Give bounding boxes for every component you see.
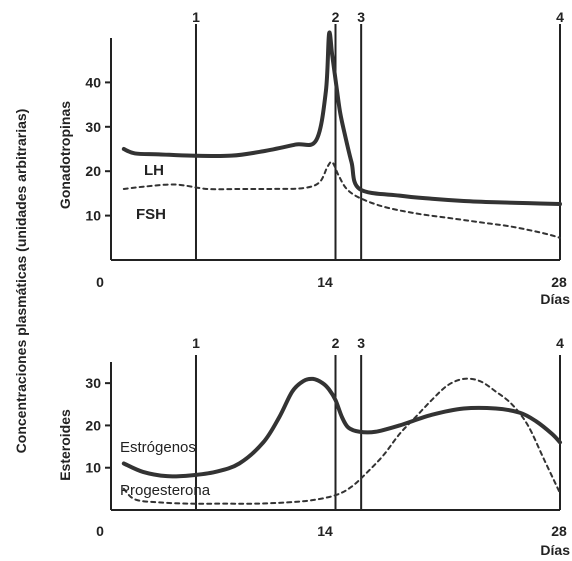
marker-label-4: 4 <box>556 9 564 25</box>
x-tick-label: 14 <box>317 274 333 290</box>
series-line-lh <box>121 30 562 207</box>
panel-esteroides: Esteroides 10 20 30 1 2 3 4 0 14 28 Días Estr… <box>57 335 570 558</box>
x-tick-label: 0 <box>96 274 104 290</box>
marker-label-2: 2 <box>332 9 340 25</box>
y-tick-label: 40 <box>85 74 101 90</box>
x-axis-label: Días <box>540 291 570 307</box>
x-tick-label: 28 <box>551 274 567 290</box>
shared-y-label: Concentraciones plasmáticas (unidades ar… <box>13 109 29 454</box>
panel-gonadotropinas: Gonadotropinas 10 20 30 40 1 2 3 4 0 14 28 Día… <box>57 9 570 307</box>
marker-label-1: 1 <box>192 335 200 351</box>
x-tick-label: 14 <box>317 523 333 539</box>
series-label-fsh: FSH <box>136 206 166 223</box>
series-label-lh: LH <box>144 162 164 179</box>
marker-label-3: 3 <box>357 335 365 351</box>
series-line-fsh <box>122 160 561 239</box>
y-tick-label: 30 <box>85 119 101 135</box>
y-tick-label: 20 <box>85 417 101 433</box>
y-tick-label: 10 <box>85 208 101 224</box>
marker-label-4: 4 <box>556 335 564 351</box>
y-tick-label: 20 <box>85 163 101 179</box>
marker-label-3: 3 <box>357 9 365 25</box>
x-axis-label: Días <box>540 542 570 558</box>
panel-ylabel: Esteroides <box>57 409 73 481</box>
y-tick-label: 30 <box>85 375 101 391</box>
y-tick-label: 10 <box>85 460 101 476</box>
marker-label-1: 1 <box>192 9 200 25</box>
series-label-progesterona: Progesterona <box>120 482 211 499</box>
series-label-estrogenos: Estrógenos <box>120 439 196 456</box>
series-line-estrógenos <box>121 376 562 479</box>
series-line-progesterona <box>122 377 561 505</box>
x-tick-label: 28 <box>551 523 567 539</box>
panel-ylabel: Gonadotropinas <box>57 101 73 209</box>
marker-label-2: 2 <box>332 335 340 351</box>
x-tick-label: 0 <box>96 523 104 539</box>
